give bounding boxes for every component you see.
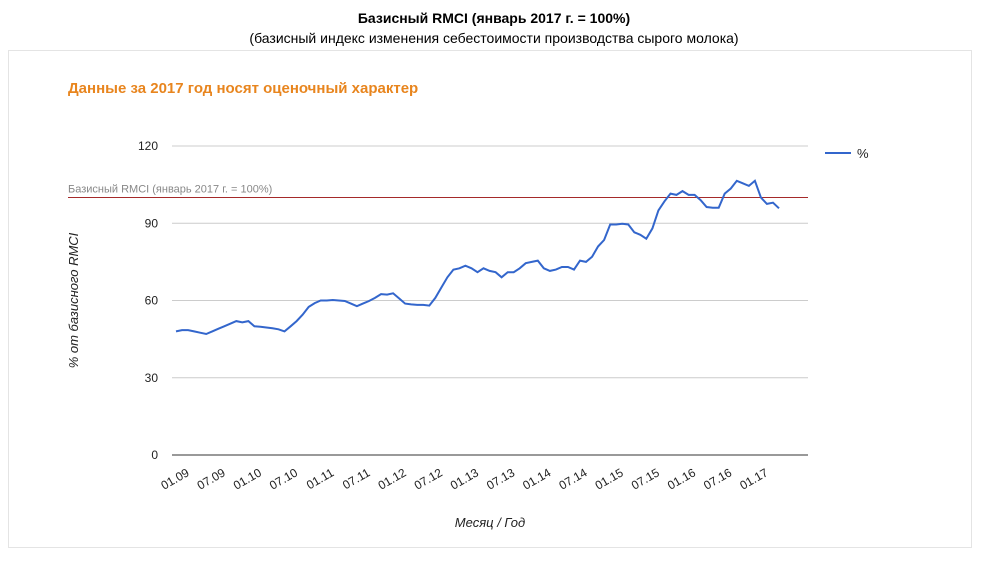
x-tick-label: 01.13 [448, 465, 481, 492]
series-line-percent [175, 179, 780, 336]
y-axis-title: % от базисного RMCI [66, 232, 81, 368]
estimate-note: Данные за 2017 год носят оценочный харак… [68, 80, 419, 97]
x-tick-label: 01.09 [158, 465, 191, 492]
x-tick-label: 01.12 [376, 465, 409, 492]
y-tick-label: 60 [145, 294, 159, 308]
x-tick-label: 07.11 [340, 465, 373, 492]
x-tick-label: 07.10 [267, 465, 300, 492]
x-tick-label: 07.16 [701, 465, 734, 492]
chart-title: Базисный RMCI (январь 2017 г. = 100%) [357, 10, 631, 26]
x-tick-label: 07.14 [556, 465, 589, 492]
y-axis-ticks: 0 30 60 90 120 [138, 139, 158, 462]
x-tick-label: 01.17 [737, 465, 770, 492]
x-tick-label: 01.16 [665, 465, 698, 492]
gridlines [172, 145, 808, 456]
y-tick-label: 120 [138, 139, 158, 153]
x-tick-label: 07.13 [484, 465, 517, 492]
x-tick-label: 07.09 [195, 465, 228, 492]
x-axis-title: Месяц / Год [455, 515, 525, 530]
x-tick-label: 01.11 [304, 465, 337, 492]
y-tick-label: 90 [145, 216, 159, 230]
chart-panel [8, 50, 972, 548]
x-tick-label: 01.10 [231, 465, 264, 492]
y-tick-label: 0 [151, 448, 158, 462]
legend-label: % [857, 146, 869, 161]
y-tick-label: 30 [145, 371, 159, 385]
x-axis-ticks: 01.09 07.09 01.10 07.10 01.11 07.11 01.12 07.12… [158, 465, 770, 492]
x-tick-label: 01.15 [593, 465, 626, 492]
x-tick-label: 07.15 [629, 465, 662, 492]
x-tick-label: 07.12 [412, 465, 445, 492]
legend: % [825, 146, 869, 161]
x-tick-label: 01.14 [520, 465, 553, 492]
reference-line-label: Базисный RMCI (январь 2017 г. = 100%) [68, 184, 272, 196]
chart-subtitle: (базисный индекс изменения себестоимости… [249, 30, 739, 46]
